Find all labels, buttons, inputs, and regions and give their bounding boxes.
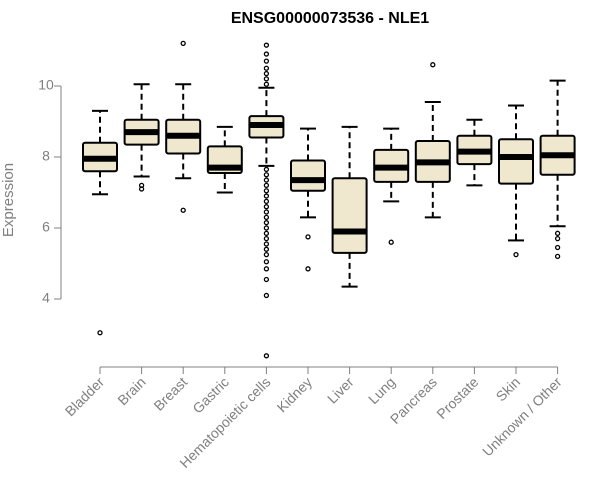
outlier-point — [263, 230, 270, 236]
chart-title: ENSG00000073536 - NLE1 — [231, 10, 429, 27]
outlier-point — [263, 259, 270, 265]
x-tick-label-3: Breast — [150, 374, 190, 414]
y-tick-label-8: 8 — [42, 148, 50, 164]
outlier-point — [554, 244, 561, 251]
box-5 — [248, 42, 285, 359]
outlier-point — [263, 241, 270, 247]
outlier-point — [263, 198, 270, 205]
outlier-point — [263, 172, 270, 178]
box-8 — [373, 127, 410, 245]
outlier-point — [513, 251, 519, 258]
box-1 — [82, 109, 118, 336]
outlier-point — [263, 209, 270, 215]
outlier-point — [263, 193, 270, 199]
y-axis: 4 6 8 10 — [38, 77, 62, 306]
outlier-point — [305, 266, 311, 272]
box-9 — [414, 62, 451, 219]
y-tick-label-6: 6 — [42, 219, 50, 235]
outlier-point — [305, 234, 311, 240]
outlier-point — [263, 166, 270, 173]
outlier-point — [263, 76, 270, 82]
box-7 — [331, 125, 368, 288]
x-tick-label-2: Brain — [114, 374, 148, 408]
box-12 — [539, 79, 576, 260]
outlier-point — [263, 188, 270, 194]
outlier-point — [263, 58, 270, 64]
outlier-point — [263, 204, 270, 210]
outlier-point — [138, 182, 145, 189]
outlier-point — [263, 51, 270, 57]
box-11 — [498, 104, 534, 258]
outlier-point — [263, 276, 270, 283]
boxes-layer — [82, 40, 576, 359]
x-tick-label-7: Liver — [324, 374, 357, 407]
box-10 — [456, 118, 493, 187]
outlier-point — [388, 239, 394, 245]
outlier-point — [263, 353, 270, 359]
x-tick-label-8: Lung — [365, 374, 398, 407]
x-tick-label-10: Prostate — [433, 374, 481, 422]
y-axis-label: Expression — [0, 163, 17, 237]
box-6 — [290, 127, 326, 272]
outlier-point — [263, 292, 270, 299]
x-tick-label-12: Unknown / Other — [479, 374, 565, 460]
outlier-point — [554, 253, 561, 260]
outlier-point — [263, 251, 270, 258]
outlier-point — [263, 214, 270, 221]
iqr-box — [498, 138, 534, 185]
outlier-point — [430, 62, 436, 68]
outlier-point — [263, 246, 270, 252]
x-tick-label-6: Kidney — [274, 374, 316, 416]
outlier-point — [263, 235, 270, 242]
box-3 — [165, 40, 202, 213]
outlier-point — [97, 330, 103, 336]
outlier-point — [263, 70, 270, 77]
x-tick-label-11: Skin — [493, 374, 524, 405]
outlier-point — [180, 207, 186, 213]
box-4 — [206, 125, 243, 194]
outlier-point — [180, 40, 186, 47]
outlier-point — [263, 81, 270, 87]
outlier-point — [263, 266, 270, 272]
x-tick-label-1: Bladder — [62, 374, 108, 420]
outlier-point — [263, 182, 270, 189]
outlier-point — [263, 177, 270, 183]
iqr-box — [290, 159, 326, 192]
box-2 — [123, 83, 160, 192]
outlier-point — [263, 225, 270, 231]
outlier-point — [554, 235, 561, 242]
outlier-point — [263, 65, 270, 71]
y-tick-label-4: 4 — [42, 290, 50, 306]
y-tick-label-10: 10 — [38, 77, 54, 93]
outlier-point — [263, 42, 270, 48]
iqr-box — [331, 177, 368, 254]
outlier-point — [554, 230, 561, 236]
outlier-point — [263, 220, 270, 226]
